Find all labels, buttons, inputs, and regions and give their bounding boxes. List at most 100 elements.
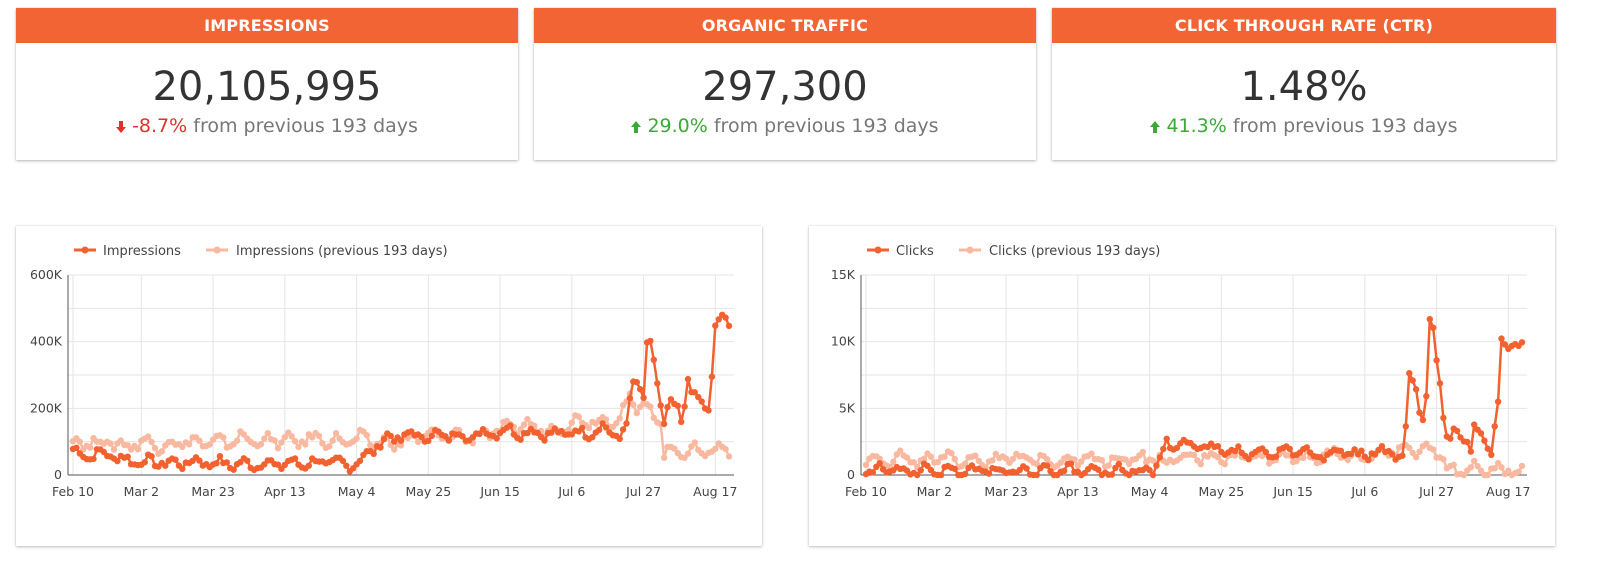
data-point <box>343 462 350 469</box>
data-point <box>332 430 340 437</box>
data-point <box>1453 427 1461 435</box>
data-point <box>151 444 159 452</box>
data-point <box>1518 462 1526 470</box>
data-point <box>715 316 722 323</box>
y-tick-label: 0 <box>54 467 62 482</box>
data-point <box>722 445 729 453</box>
legend-marker-previous <box>966 246 974 254</box>
data-point <box>678 418 685 425</box>
chart-legend: Clicks Clicks (previous 193 days) <box>867 244 1160 259</box>
x-tick-label: Aug 17 <box>1486 484 1530 499</box>
data-point <box>288 433 295 440</box>
scorecard-change-suffix: from previous 193 days <box>713 115 939 137</box>
data-point <box>213 460 220 467</box>
data-point <box>1303 444 1310 451</box>
data-point <box>541 437 548 444</box>
arrow-up-icon <box>1150 120 1161 133</box>
data-point <box>1146 466 1153 474</box>
x-tick-label: Jul 27 <box>625 484 661 499</box>
data-point <box>708 373 716 380</box>
data-point <box>377 444 384 451</box>
data-point <box>1043 462 1051 469</box>
data-point <box>1477 467 1485 474</box>
series-previous <box>862 440 1526 479</box>
data-point <box>920 455 928 462</box>
data-point <box>493 435 500 442</box>
data-point <box>1245 456 1252 463</box>
data-point <box>196 457 203 464</box>
data-point <box>1163 435 1170 442</box>
data-point <box>186 441 193 448</box>
data-point <box>903 454 911 461</box>
x-tick-label: May 25 <box>405 484 451 499</box>
data-point <box>1023 465 1030 472</box>
impressions-line-chart[interactable]: Impressions Impressions (previous 193 day… <box>16 226 762 546</box>
data-point <box>941 453 948 460</box>
data-point <box>578 424 586 432</box>
data-point <box>397 442 405 449</box>
data-point <box>654 380 661 387</box>
x-tick-label: Feb 10 <box>52 484 94 499</box>
data-point <box>309 434 316 441</box>
data-point <box>370 450 377 457</box>
scorecard-change-value: 29.0% <box>647 115 708 137</box>
data-point <box>1153 462 1160 469</box>
data-point <box>1498 464 1505 471</box>
legend-marker-current <box>874 246 882 254</box>
data-point <box>664 403 671 411</box>
data-point <box>633 409 640 417</box>
data-point <box>295 443 302 451</box>
data-point <box>274 445 282 452</box>
data-point <box>76 438 83 445</box>
data-point <box>1498 335 1505 342</box>
data-point <box>73 444 80 451</box>
data-point <box>613 420 620 427</box>
data-point <box>356 457 364 465</box>
data-point <box>1484 445 1491 452</box>
data-point <box>924 462 931 469</box>
data-point <box>326 443 333 450</box>
clicks-line-chart[interactable]: Clicks Clicks (previous 193 days) 0 5K 10K 15… <box>809 226 1555 546</box>
data-point <box>1009 455 1017 463</box>
data-point <box>626 394 634 402</box>
data-point <box>1406 444 1413 452</box>
data-point <box>671 445 678 452</box>
scorecard-change-value: 41.3% <box>1166 115 1227 137</box>
data-point <box>1067 460 1075 467</box>
data-point <box>961 470 969 478</box>
x-tick-label: Jul 6 <box>1350 484 1378 499</box>
data-point <box>1378 443 1386 450</box>
data-point <box>1423 393 1430 400</box>
data-point <box>890 458 897 466</box>
data-point <box>524 415 531 423</box>
data-point <box>1214 443 1222 450</box>
data-point <box>934 458 941 466</box>
scorecard-change-row: 29.0% from previous 193 days <box>534 115 1036 137</box>
data-point <box>1409 377 1416 384</box>
data-point <box>124 453 131 460</box>
data-point <box>1358 447 1365 454</box>
scorecard-value: 297,300 <box>702 64 868 110</box>
data-point <box>363 432 370 439</box>
data-point <box>1430 324 1437 331</box>
data-point <box>1494 398 1502 405</box>
data-point <box>380 435 388 443</box>
data-point <box>684 375 692 383</box>
y-tick-label: 5K <box>839 400 856 415</box>
data-point <box>1033 471 1040 479</box>
data-point <box>1149 471 1157 479</box>
data-point <box>172 456 179 463</box>
data-point <box>1450 461 1457 468</box>
data-point <box>660 454 668 461</box>
data-point <box>428 432 435 440</box>
x-tick-label: Apr 13 <box>1057 484 1099 499</box>
data-point <box>951 465 958 473</box>
data-point <box>1467 448 1474 455</box>
scorecard-change-value: -8.7% <box>132 115 188 137</box>
data-point <box>230 466 237 473</box>
data-point <box>162 462 169 469</box>
data-point <box>1235 443 1242 450</box>
data-point <box>445 437 452 444</box>
data-point <box>1423 440 1430 447</box>
series-current <box>862 316 1526 479</box>
